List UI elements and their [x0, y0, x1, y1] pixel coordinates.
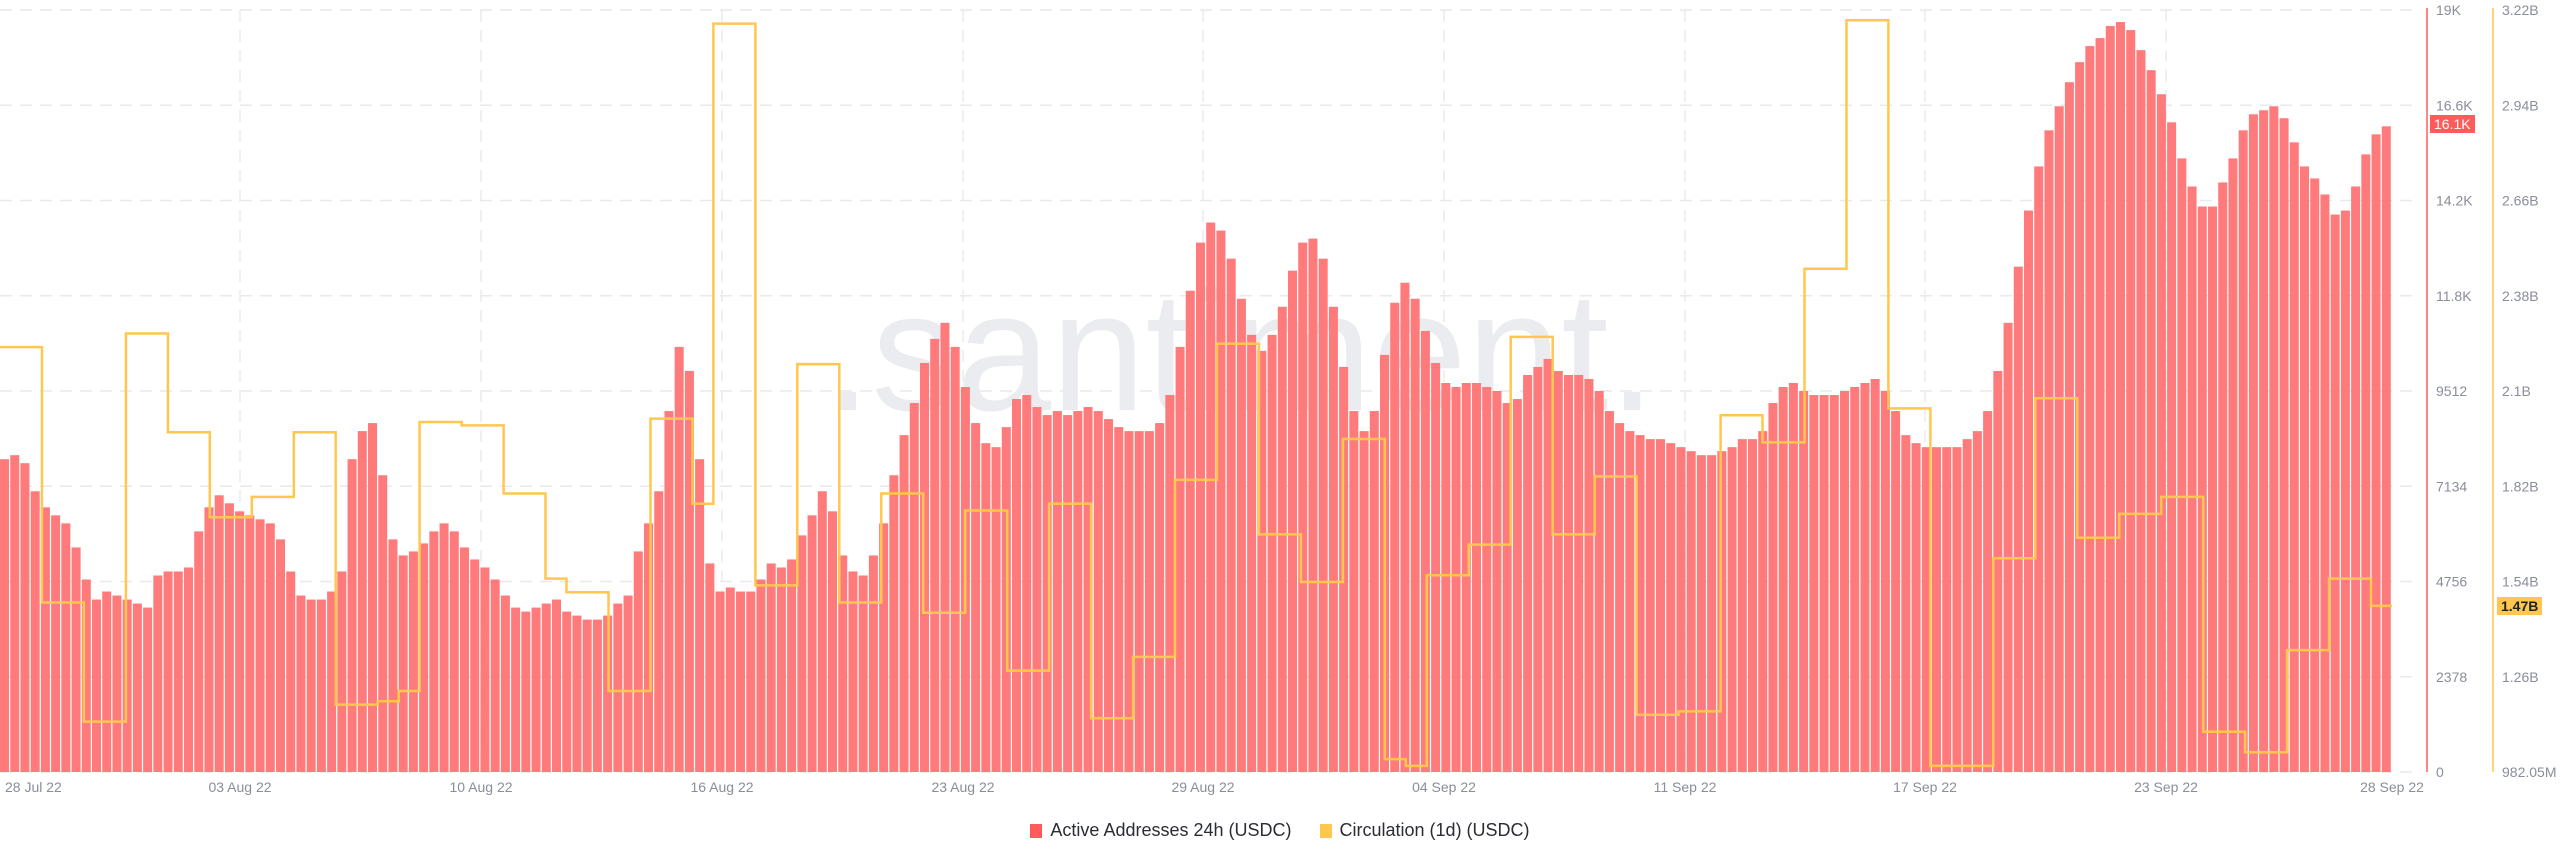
svg-text:29 Aug 22: 29 Aug 22 [1171, 779, 1234, 795]
svg-text:17 Sep 22: 17 Sep 22 [1893, 779, 1957, 795]
svg-text:2.66B: 2.66B [2502, 193, 2539, 209]
svg-text:982.05M: 982.05M [2502, 764, 2556, 780]
legend-label: Active Addresses 24h (USDC) [1050, 820, 1292, 840]
svg-text:3.22B: 3.22B [2502, 2, 2539, 18]
circulation-current-badge: 1.47B [2497, 597, 2543, 615]
svg-text:2.38B: 2.38B [2502, 288, 2539, 304]
svg-text:0: 0 [2436, 764, 2444, 780]
svg-text:11 Sep 22: 11 Sep 22 [1654, 779, 1717, 795]
svg-text:28 Jul 22: 28 Jul 22 [5, 779, 62, 795]
svg-text:14.2K: 14.2K [2436, 193, 2473, 209]
chart-canvas: .santiment. 0237847567134951211.8K14.2K1… [0, 2, 2556, 795]
svg-text:2.94B: 2.94B [2502, 97, 2539, 113]
svg-text:16 Aug 22: 16 Aug 22 [690, 779, 753, 795]
svg-text:2.1B: 2.1B [2502, 383, 2531, 399]
svg-text:03 Aug 22: 03 Aug 22 [208, 779, 271, 795]
svg-text:23 Sep 22: 23 Sep 22 [2134, 779, 2198, 795]
legend-swatch-yellow [1319, 823, 1332, 838]
date-axis-ticks: 28 Jul 22 03 Aug 22 10 Aug 22 16 Aug 22 23 A… [5, 779, 2424, 795]
svg-text:11.8K: 11.8K [2436, 288, 2472, 304]
active-addresses-current-badge: 16.1K [2430, 115, 2475, 133]
svg-text:10 Aug 22: 10 Aug 22 [449, 779, 512, 795]
svg-text:28 Sep 22: 28 Sep 22 [2360, 779, 2424, 795]
svg-text:1.26B: 1.26B [2502, 669, 2539, 685]
active-addresses-axis-ticks: 0 2378 4756 7134 9512 11.8K 14.2K 16.6K 19K [2436, 2, 2473, 780]
legend-swatch-red [1030, 823, 1043, 838]
svg-text:23 Aug 22: 23 Aug 22 [931, 779, 994, 795]
svg-text:04 Sep 22: 04 Sep 22 [1412, 779, 1476, 795]
svg-text:9512: 9512 [2436, 383, 2467, 399]
legend-item-circulation[interactable]: Circulation (1d) (USDC) [1319, 820, 1530, 841]
svg-text:1.54B: 1.54B [2502, 574, 2539, 590]
chart-legend: Active Addresses 24h (USDC) Circulation … [0, 820, 2560, 841]
svg-text:7134: 7134 [2436, 478, 2467, 494]
svg-text:16.6K: 16.6K [2436, 97, 2473, 113]
legend-item-active-addresses[interactable]: Active Addresses 24h (USDC) [1030, 820, 1292, 841]
svg-text:4756: 4756 [2436, 574, 2467, 590]
circulation-axis-ticks: 982.05M 1.26B 1.54B 1.82B 2.1B 2.38B 2.66B 2.94… [2502, 2, 2556, 780]
legend-label: Circulation (1d) (USDC) [1339, 820, 1530, 840]
svg-text:2378: 2378 [2436, 669, 2467, 685]
circulation-line [0, 18, 2392, 768]
svg-text:19K: 19K [2436, 2, 2462, 18]
svg-text:1.82B: 1.82B [2502, 478, 2539, 494]
